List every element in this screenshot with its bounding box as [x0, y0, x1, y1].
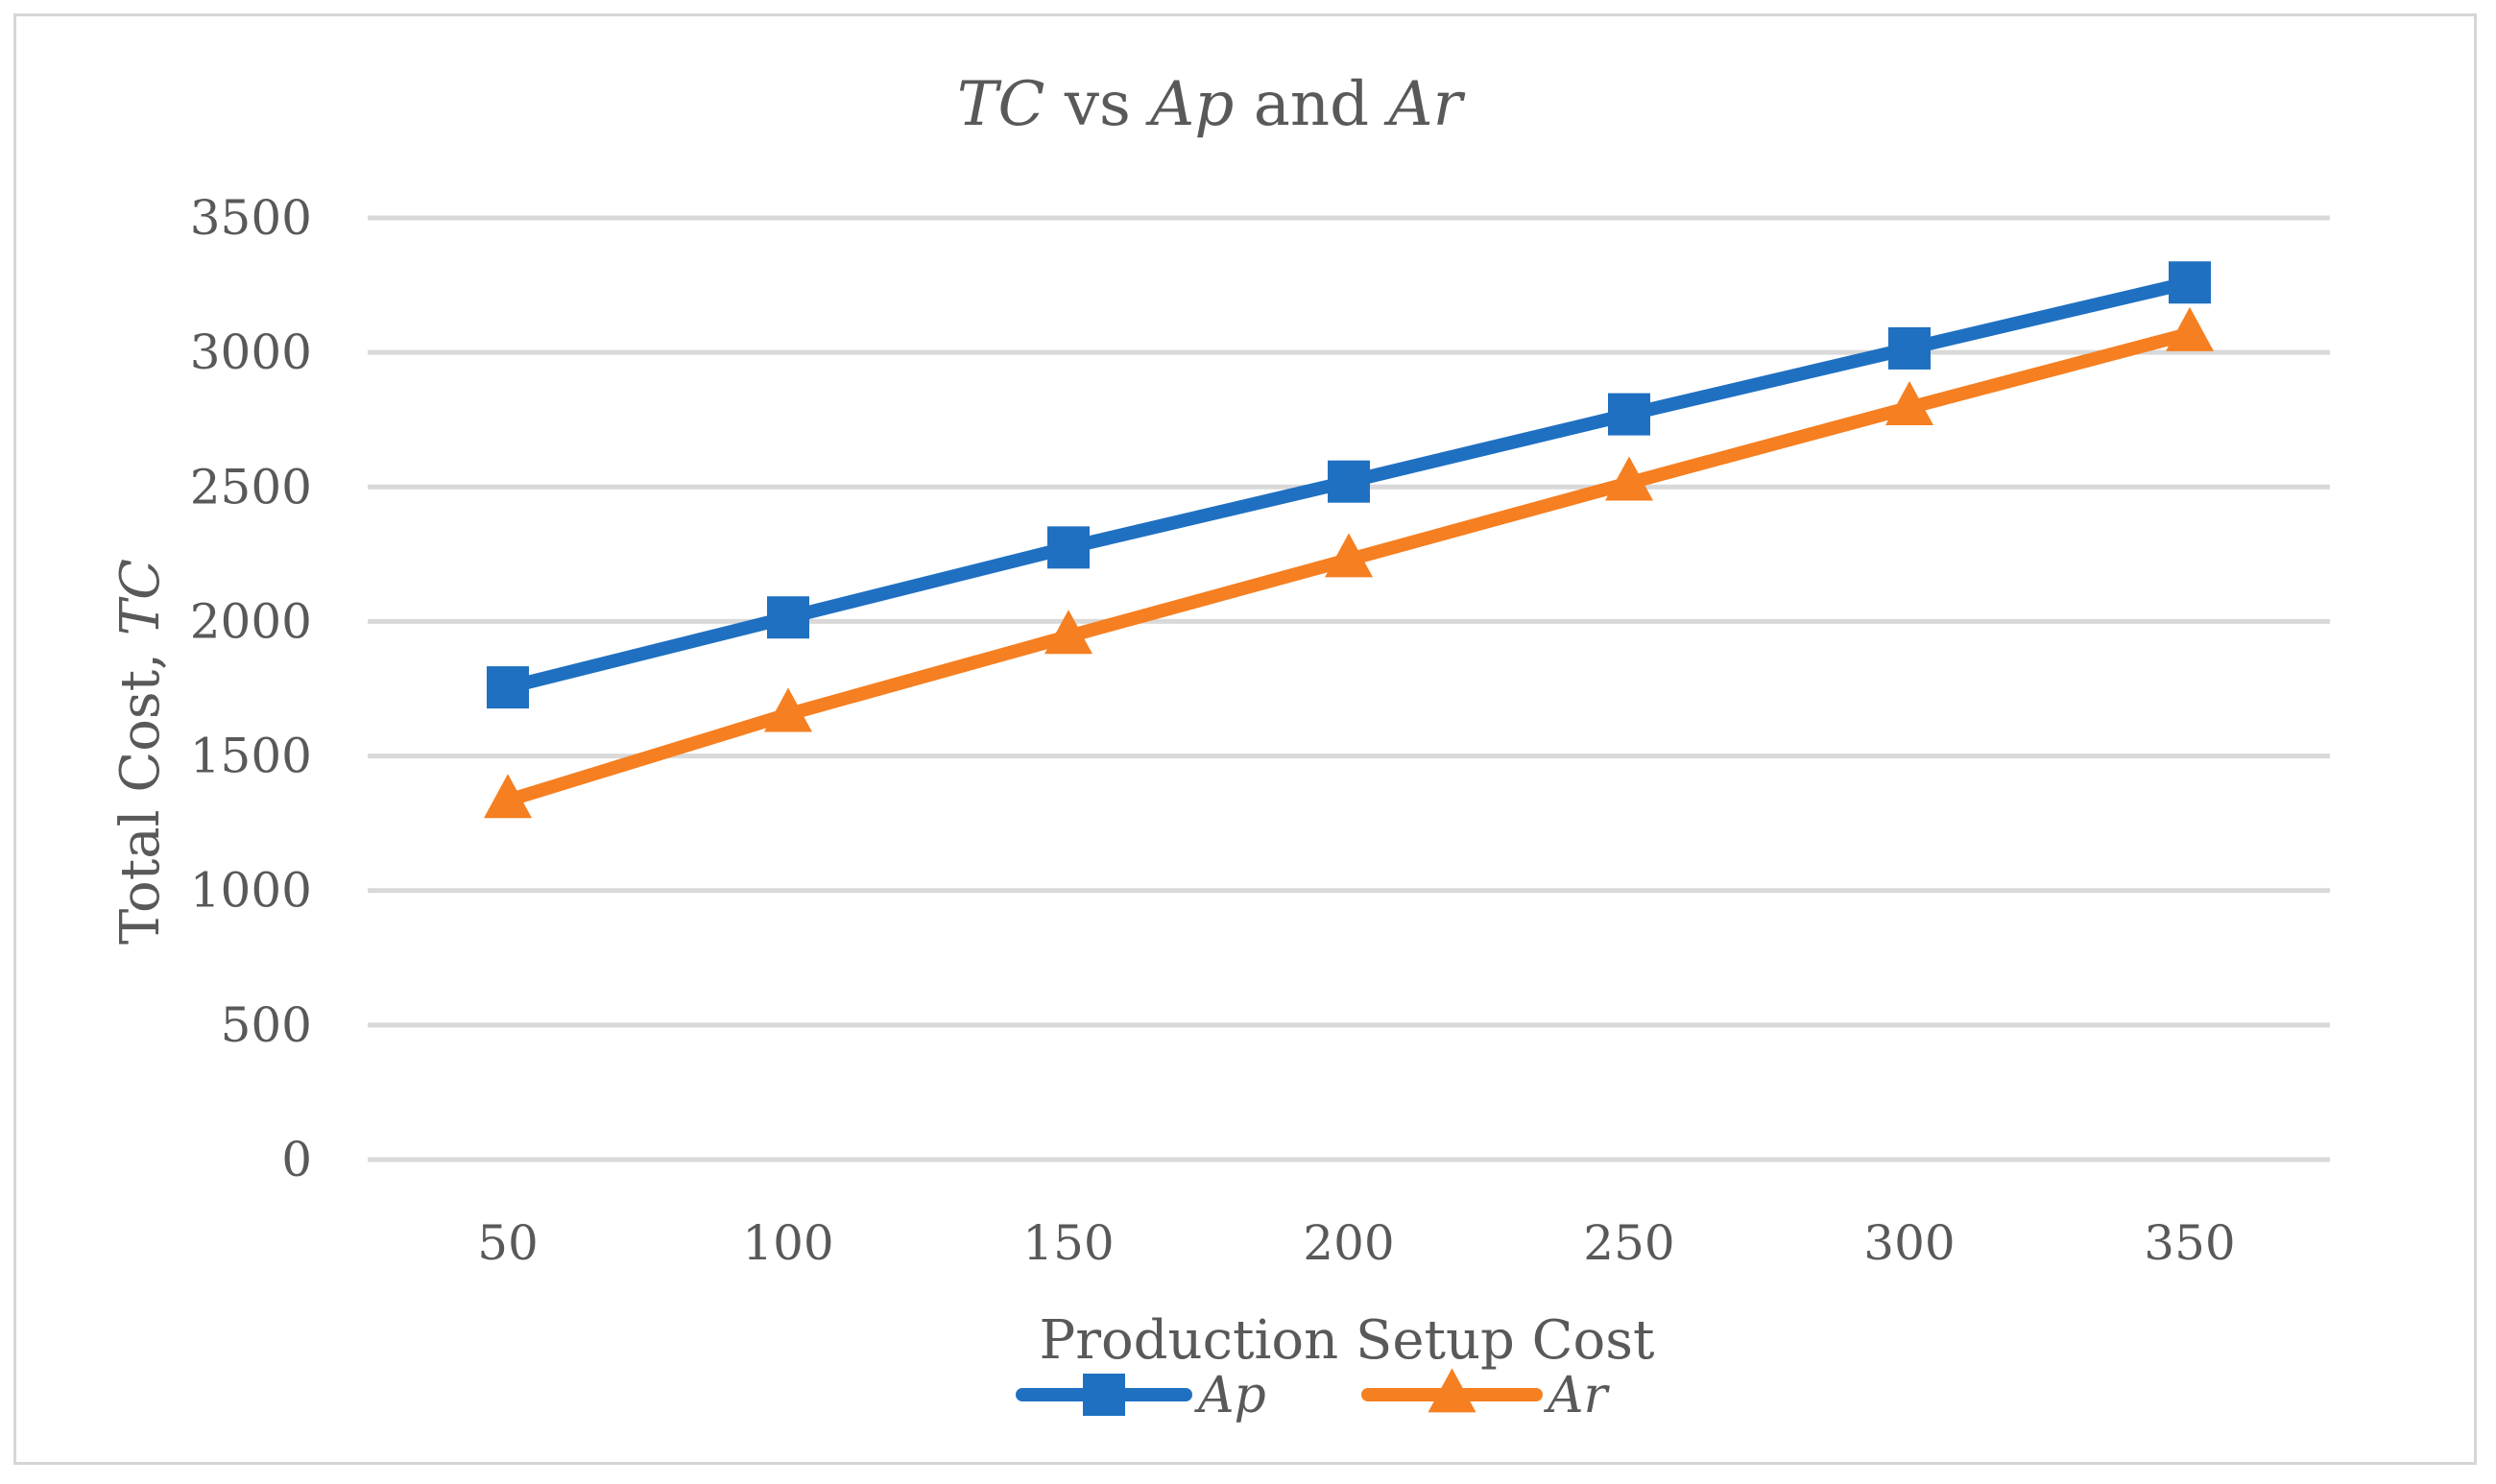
data-point-ar: [1044, 610, 1092, 655]
data-point-ar: [764, 687, 812, 732]
data-point-ar: [1605, 456, 1653, 501]
y-tick-label: 500: [221, 997, 312, 1053]
x-tick-label: 300: [1863, 1215, 1955, 1271]
legend-label: Ar: [1544, 1367, 1611, 1424]
legend-marker: [1083, 1374, 1125, 1416]
data-point-ap: [2169, 261, 2211, 304]
series-ap: [487, 261, 2211, 709]
data-point-ap: [1047, 526, 1090, 569]
gridlines: [368, 215, 2330, 1162]
data-point-ar: [1885, 381, 1933, 426]
data-point-ar: [484, 774, 532, 819]
y-tick-label: 3000: [190, 324, 312, 380]
x-tick-label: 350: [2144, 1215, 2235, 1271]
data-point-ar: [1325, 533, 1373, 578]
legend-marker: [1428, 1368, 1476, 1413]
x-tick-label: 250: [1583, 1215, 1674, 1271]
legend-item-ap: Ap: [1016, 1367, 1266, 1424]
x-tick-label: 150: [1022, 1215, 1114, 1271]
legend: Ap Ar: [1016, 1367, 1611, 1424]
x-tick-labels: 50 100 150 200 250 300 350: [477, 1215, 2236, 1271]
data-point-ap: [1328, 460, 1370, 503]
y-tick-label: 1500: [190, 729, 312, 784]
x-axis-title: Production Setup Cost: [1040, 1309, 1655, 1372]
chart-frame: [13, 13, 2477, 1465]
series-ar: [484, 306, 2214, 819]
data-point-ar: [2166, 306, 2214, 351]
y-tick-labels: 0 500 1000 1500 2000 2500 3000 3500: [190, 190, 312, 1187]
data-point-ap: [1608, 393, 1650, 436]
y-tick-label: 3500: [190, 190, 312, 246]
y-tick-label: 2000: [190, 593, 312, 649]
data-point-ap: [1888, 326, 1931, 370]
chart-title: TC vs Ap and Ar: [957, 69, 1466, 140]
x-tick-label: 100: [742, 1215, 833, 1271]
y-axis-title: Total Cost, TC: [109, 559, 172, 945]
legend-label: Ap: [1194, 1367, 1266, 1424]
y-tick-label: 1000: [190, 863, 312, 919]
data-point-ap: [487, 666, 529, 709]
x-tick-label: 200: [1303, 1215, 1394, 1271]
legend-item-ar: Ar: [1361, 1367, 1611, 1424]
x-tick-label: 50: [477, 1215, 539, 1271]
data-point-ap: [767, 596, 809, 639]
y-tick-label: 0: [281, 1132, 312, 1187]
y-tick-label: 2500: [190, 459, 312, 515]
series-layer: [484, 261, 2214, 819]
